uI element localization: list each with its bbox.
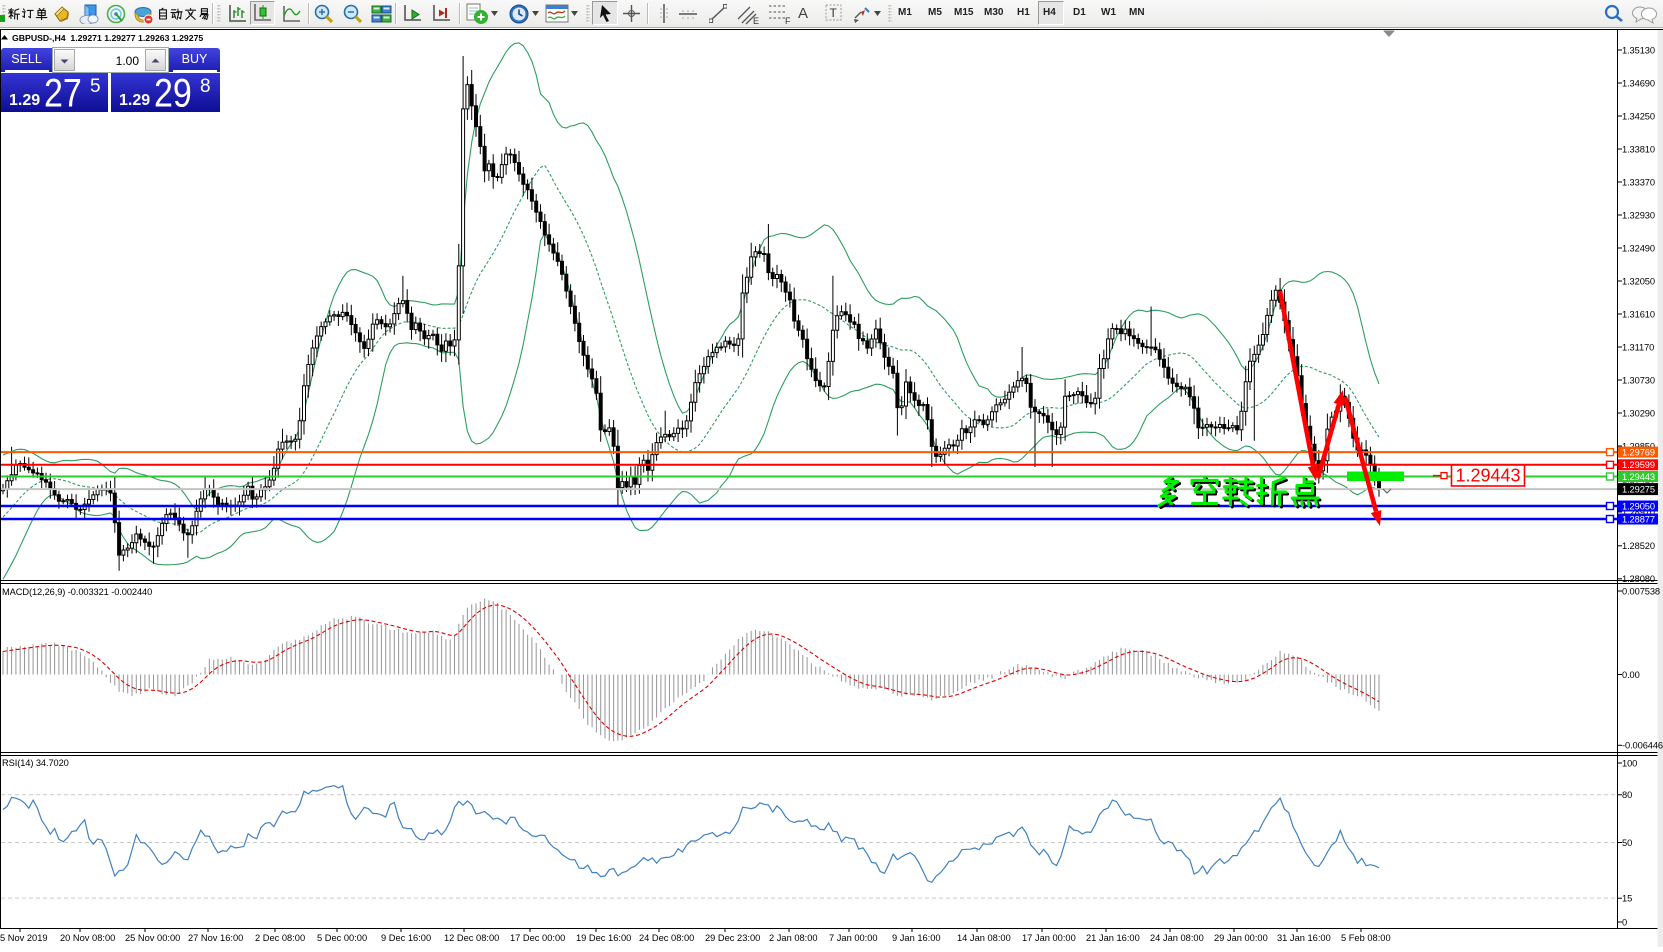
svg-text:15: 15 xyxy=(1622,894,1632,904)
svg-text:1.28080: 1.28080 xyxy=(1622,574,1655,584)
svg-text:5 Dec 00:00: 5 Dec 00:00 xyxy=(317,933,367,943)
svg-text:20 Nov 08:00: 20 Nov 08:00 xyxy=(60,933,115,943)
svg-text:1.28877: 1.28877 xyxy=(1622,514,1655,524)
svg-text:100: 100 xyxy=(1622,758,1637,768)
svg-text:0: 0 xyxy=(1622,917,1627,927)
svg-text:1.29275: 1.29275 xyxy=(1622,485,1655,495)
svg-text:MACD(12,26,9) -0.003321 -0.002: MACD(12,26,9) -0.003321 -0.002440 xyxy=(2,587,152,597)
svg-text:1.29769: 1.29769 xyxy=(1622,448,1655,458)
svg-text:21 Jan 16:00: 21 Jan 16:00 xyxy=(1086,933,1140,943)
svg-text:19 Dec 16:00: 19 Dec 16:00 xyxy=(576,933,631,943)
svg-text:29 Jan 00:00: 29 Jan 00:00 xyxy=(1214,933,1268,943)
svg-text:1.31170: 1.31170 xyxy=(1622,342,1654,352)
svg-text:1.29: 1.29 xyxy=(9,92,40,109)
svg-text:1.33810: 1.33810 xyxy=(1622,144,1655,154)
svg-text:-0.006446: -0.006446 xyxy=(1622,741,1663,751)
svg-text:5 Nov 2019: 5 Nov 2019 xyxy=(0,933,48,943)
svg-text:5: 5 xyxy=(90,76,101,97)
svg-text:9 Dec 16:00: 9 Dec 16:00 xyxy=(381,933,431,943)
svg-text:2 Dec 08:00: 2 Dec 08:00 xyxy=(255,933,305,943)
svg-text:1.30730: 1.30730 xyxy=(1622,375,1655,385)
svg-text:27 Nov 16:00: 27 Nov 16:00 xyxy=(188,933,243,943)
svg-text:27: 27 xyxy=(44,70,82,112)
svg-text:80: 80 xyxy=(1622,790,1632,800)
svg-text:25 Nov 00:00: 25 Nov 00:00 xyxy=(125,933,180,943)
svg-text:1.28520: 1.28520 xyxy=(1622,541,1655,551)
svg-text:1.35130: 1.35130 xyxy=(1622,45,1655,55)
svg-text:12 Dec 08:00: 12 Dec 08:00 xyxy=(444,933,499,943)
svg-text:GBPUSD-,H4 1.29271 1.29277 1.: GBPUSD-,H4 1.29271 1.29277 1.29263 1.292… xyxy=(12,33,203,43)
svg-text:1.29443: 1.29443 xyxy=(1622,472,1655,482)
svg-text:1.29: 1.29 xyxy=(119,92,150,109)
svg-text:1.31610: 1.31610 xyxy=(1622,309,1655,319)
svg-text:E: E xyxy=(753,16,759,25)
svg-text:31 Jan 16:00: 31 Jan 16:00 xyxy=(1277,933,1331,943)
svg-text:50: 50 xyxy=(1622,838,1632,848)
svg-text:1.33370: 1.33370 xyxy=(1622,177,1655,187)
svg-text:9 Jan 16:00: 9 Jan 16:00 xyxy=(892,933,941,943)
svg-text:1.32930: 1.32930 xyxy=(1622,210,1655,220)
svg-text:T: T xyxy=(830,6,838,20)
svg-text:14 Jan 08:00: 14 Jan 08:00 xyxy=(957,933,1011,943)
svg-text:1.29050: 1.29050 xyxy=(1622,501,1655,511)
svg-text:29: 29 xyxy=(154,70,192,112)
svg-text:1.34690: 1.34690 xyxy=(1622,78,1655,88)
svg-text:24 Jan 08:00: 24 Jan 08:00 xyxy=(1150,933,1204,943)
svg-text:1.29443: 1.29443 xyxy=(1455,466,1520,486)
svg-text:24 Dec 08:00: 24 Dec 08:00 xyxy=(639,933,694,943)
svg-text:7 Jan 00:00: 7 Jan 00:00 xyxy=(829,933,878,943)
svg-text:RSI(14) 34.7020: RSI(14) 34.7020 xyxy=(2,758,69,768)
svg-text:29 Dec 23:00: 29 Dec 23:00 xyxy=(705,933,760,943)
svg-text:0.007538: 0.007538 xyxy=(1622,586,1660,596)
svg-text:1.34250: 1.34250 xyxy=(1622,111,1655,121)
svg-text:1.29599: 1.29599 xyxy=(1622,460,1655,470)
svg-text:8: 8 xyxy=(200,76,211,97)
svg-text:0.00: 0.00 xyxy=(1622,670,1640,680)
svg-text:2 Jan 08:00: 2 Jan 08:00 xyxy=(769,933,818,943)
svg-text:1.30290: 1.30290 xyxy=(1622,408,1655,418)
svg-text:F: F xyxy=(785,16,791,25)
svg-text:17 Jan 00:00: 17 Jan 00:00 xyxy=(1022,933,1076,943)
svg-text:17 Dec 00:00: 17 Dec 00:00 xyxy=(510,933,565,943)
svg-text:1.32490: 1.32490 xyxy=(1622,243,1655,253)
svg-text:5 Feb 08:00: 5 Feb 08:00 xyxy=(1341,933,1391,943)
svg-text:1.32050: 1.32050 xyxy=(1622,276,1655,286)
